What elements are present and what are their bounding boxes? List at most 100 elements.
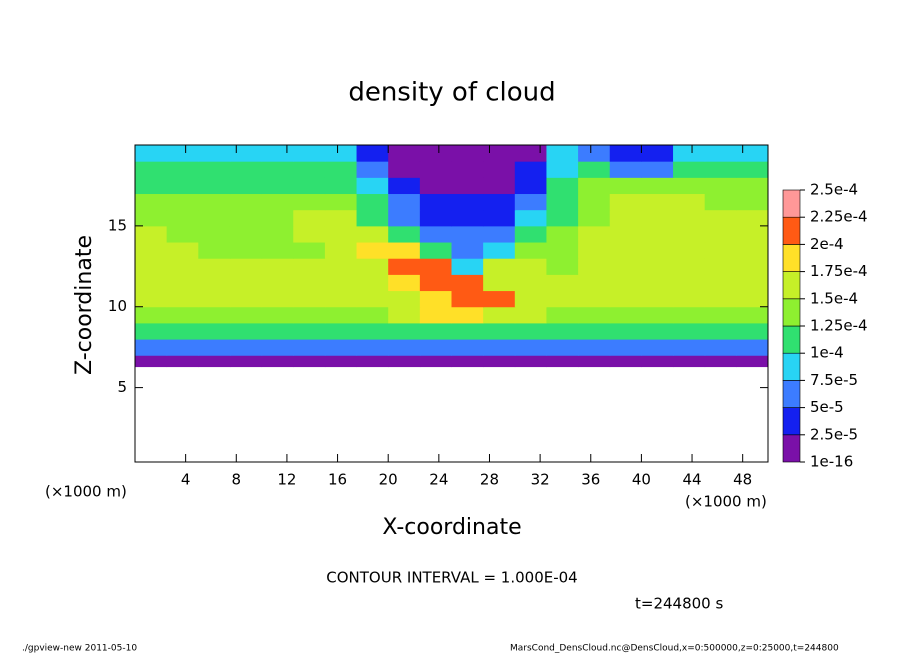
heatmap-cell — [578, 355, 611, 368]
x-tick-label: 16 — [328, 471, 347, 489]
heatmap-cell — [483, 242, 516, 259]
heatmap-cell — [514, 193, 547, 211]
heatmap-cell — [324, 161, 358, 178]
y-tick-label: 10 — [108, 297, 127, 315]
heatmap-cell — [514, 177, 547, 195]
heatmap-cell — [673, 177, 706, 195]
heatmap-cell — [578, 145, 611, 162]
heatmap-cell — [261, 306, 294, 324]
heatmap-cell — [451, 193, 484, 211]
heatmap-cell — [704, 209, 737, 227]
heatmap-cell — [135, 145, 168, 162]
heatmap-cell — [736, 258, 769, 275]
heatmap-cell — [578, 306, 611, 324]
colorbar-tick-label: 7.5e-5 — [810, 371, 858, 389]
heatmap-cell — [229, 145, 263, 162]
heatmap-cell — [514, 145, 547, 162]
heatmap-cell — [135, 306, 168, 324]
heatmap-cell — [514, 306, 547, 324]
heatmap-cell — [135, 339, 168, 356]
heatmap-cell — [641, 306, 674, 324]
heatmap-cell — [356, 225, 389, 243]
heatmap-cell — [736, 161, 769, 178]
heatmap-cell — [388, 355, 421, 368]
x-tick-label: 32 — [531, 471, 550, 489]
heatmap-cell — [293, 258, 326, 275]
heatmap-cell — [229, 306, 263, 324]
heatmap-cell — [229, 258, 263, 275]
colorbar-tick-label: 5e-5 — [810, 398, 844, 416]
heatmap-cell — [419, 274, 452, 292]
heatmap-cell — [229, 355, 263, 368]
heatmap-cell — [704, 145, 737, 162]
heatmap-cell — [419, 290, 452, 308]
heatmap-cell — [483, 306, 516, 324]
heatmap-cell — [293, 322, 326, 340]
heatmap-cell — [293, 242, 326, 259]
heatmap-cell — [166, 209, 199, 227]
x-tick-label: 44 — [682, 471, 701, 489]
heatmap-cell — [324, 145, 358, 162]
colorbar-tick-label: 2e-4 — [810, 235, 844, 253]
heatmap-cell — [451, 306, 484, 324]
heatmap-cell — [135, 290, 168, 308]
heatmap-cell — [546, 306, 579, 324]
heatmap-cell — [578, 177, 611, 195]
heatmap-cell — [673, 339, 706, 356]
heatmap-cell — [736, 322, 769, 340]
colorbar-swatch — [782, 244, 801, 272]
heatmap-cell — [641, 145, 674, 162]
heatmap-cell — [198, 322, 231, 340]
heatmap — [135, 145, 769, 368]
colorbar-swatch — [782, 298, 801, 327]
heatmap-cell — [388, 290, 421, 308]
heatmap-cell — [673, 209, 706, 227]
heatmap-cell — [483, 177, 516, 195]
heatmap-cell — [198, 161, 231, 178]
heatmap-cell — [451, 339, 484, 356]
heatmap-cell — [166, 145, 199, 162]
x-tick-label: 48 — [733, 471, 752, 489]
heatmap-cell — [388, 274, 421, 292]
heatmap-cell — [704, 274, 737, 292]
contour-interval: CONTOUR INTERVAL = 1.000E-04 — [326, 569, 577, 587]
y-axis-label: Z-coordinate — [72, 235, 97, 375]
x-tick-label: 8 — [232, 471, 242, 489]
heatmap-cell — [514, 290, 547, 308]
heatmap-cell — [451, 145, 484, 162]
heatmap-cell — [704, 193, 737, 211]
heatmap-cell — [451, 290, 484, 308]
heatmap-cell — [419, 145, 452, 162]
heatmap-cell — [388, 242, 421, 259]
heatmap-cell — [641, 258, 674, 275]
heatmap-cell — [483, 225, 516, 243]
x-tick-label: 40 — [632, 471, 651, 489]
heatmap-cell — [609, 258, 642, 275]
heatmap-cell — [166, 339, 199, 356]
heatmap-cell — [229, 193, 263, 211]
heatmap-cell — [388, 258, 421, 275]
heatmap-cell — [483, 161, 516, 178]
heatmap-cell — [261, 274, 294, 292]
heatmap-cell — [356, 145, 389, 162]
heatmap-cell — [419, 161, 452, 178]
heatmap-cell — [356, 355, 389, 368]
heatmap-cell — [704, 177, 737, 195]
heatmap-cell — [609, 193, 642, 211]
heatmap-cell — [229, 274, 263, 292]
heatmap-cell — [419, 355, 452, 368]
heatmap-cell — [546, 339, 579, 356]
heatmap-cell — [546, 290, 579, 308]
heatmap-cell — [293, 209, 326, 227]
heatmap-cell — [483, 209, 516, 227]
colorbar-swatch — [782, 352, 801, 381]
heatmap-cell — [388, 209, 421, 227]
heatmap-cell — [546, 177, 579, 195]
heatmap-cell — [198, 145, 231, 162]
heatmap-cell — [546, 193, 579, 211]
y-tick-label: 15 — [108, 216, 127, 234]
heatmap-cell — [546, 274, 579, 292]
heatmap-cell — [229, 177, 263, 195]
heatmap-cell — [704, 322, 737, 340]
